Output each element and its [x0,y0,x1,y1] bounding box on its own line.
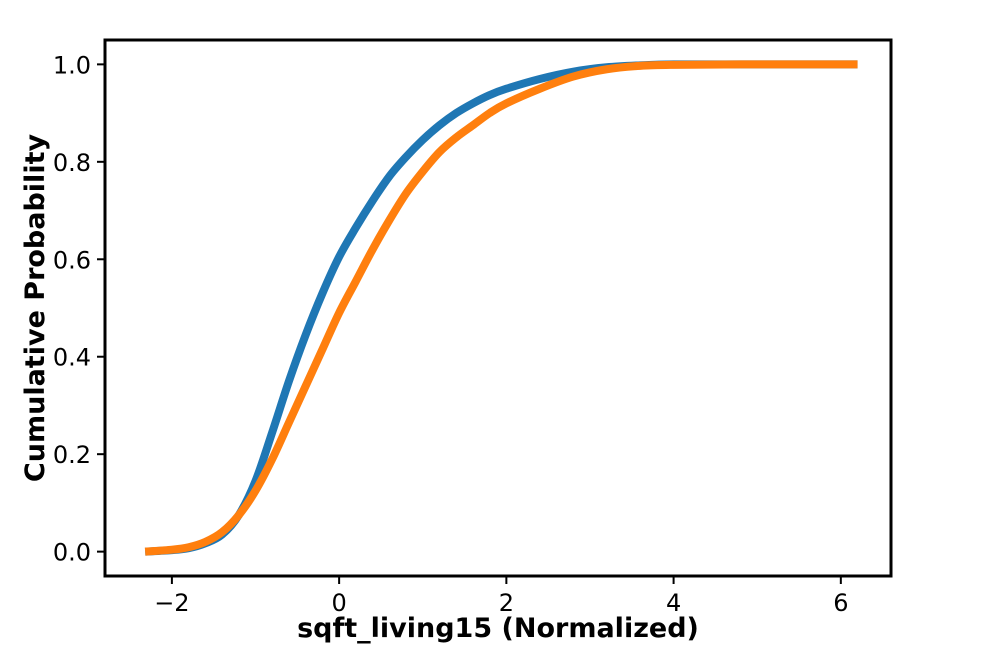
y-tick-label: 0.4 [53,344,91,372]
y-axis: 0.0 0.2 0.4 0.6 0.8 1.0 [53,51,105,567]
x-tick-label: −2 [154,589,189,617]
y-axis-label: Cumulative Probability [20,134,51,483]
y-tick-label: 0.6 [53,246,91,274]
x-tick-label: 6 [833,589,848,617]
x-tick-label: 2 [499,589,514,617]
series-line-2 [144,60,858,556]
series-layer [144,60,858,556]
plot-frame [103,38,893,578]
x-tick-label: 0 [331,589,346,617]
x-axis: −2 0 2 4 6 [154,576,848,617]
x-axis-label: sqft_living15 (Normalized) [297,613,699,644]
y-tick-label: 0.2 [53,441,91,469]
y-tick-label: 1.0 [53,51,91,79]
y-tick-label: 0.0 [53,539,91,567]
y-tick-label: 0.8 [53,149,91,177]
x-tick-label: 4 [666,589,681,617]
